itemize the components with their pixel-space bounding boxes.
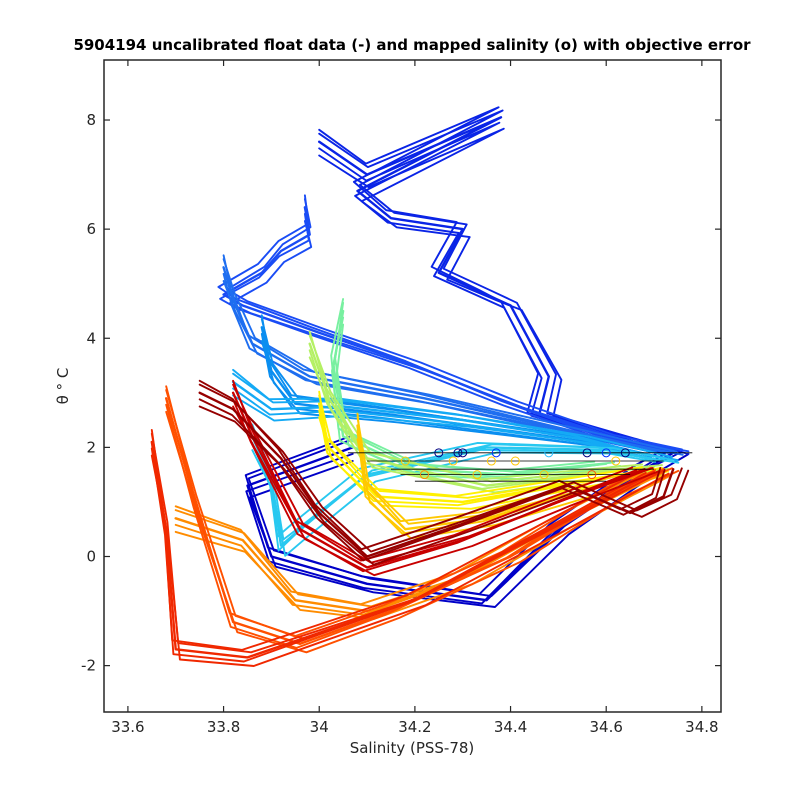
- mapped-salinity-point-15: [539, 470, 549, 480]
- profile-line-5-3: [232, 394, 679, 462]
- y-tick-label-2: 2: [86, 438, 96, 456]
- x-tick-label-5: 34.6: [590, 718, 623, 736]
- x-tick-label-1: 33.8: [207, 718, 240, 736]
- profile-line-15-3: [198, 405, 690, 566]
- profile-line-1-3: [318, 127, 690, 455]
- profile-line-5-2: [232, 387, 657, 461]
- mapped-salinity-point-0: [434, 448, 444, 458]
- profile-line-6-2: [251, 442, 657, 552]
- mapped-salinity-point-9: [448, 456, 458, 466]
- x-tick-label-4: 34.4: [494, 718, 527, 736]
- x-tick-label-0: 33.6: [111, 718, 144, 736]
- profile-line-2-1: [226, 198, 683, 451]
- mapped-salinity-point-5: [582, 448, 592, 458]
- mapped-salinity-point-16: [587, 470, 597, 480]
- y-axis-label: θ ° C: [54, 368, 72, 405]
- profile-line-9-1: [318, 394, 663, 499]
- profile-line-13: [150, 440, 656, 659]
- mapped-salinity-point-13: [419, 470, 429, 480]
- series-layer: [150, 106, 690, 667]
- profile-line-15-2: [198, 398, 666, 562]
- error-bar-layer: [347, 452, 693, 482]
- profile-line-8: [308, 342, 656, 487]
- profile-line-1-4: [318, 106, 661, 453]
- mapped-salinity-layer: [400, 448, 630, 480]
- mapped-salinity-point-6: [601, 448, 611, 458]
- profile-line-15: [198, 391, 675, 558]
- profile-line-3-3: [222, 280, 684, 456]
- profile-line-2-3: [228, 220, 690, 453]
- profile-line-13-3: [150, 454, 670, 667]
- mapped-salinity-point-2: [458, 448, 468, 458]
- profile-line-1: [318, 116, 675, 454]
- profile-line-5: [231, 380, 665, 460]
- plot-frame: [103, 59, 722, 713]
- x-tick-label-6: 34.8: [685, 718, 718, 736]
- y-tick-label-5: 8: [86, 111, 96, 129]
- profile-line-8-4: [308, 330, 644, 481]
- profile-line-15-4: [198, 379, 662, 551]
- mapped-salinity-point-8: [400, 456, 410, 466]
- mapped-salinity-point-1: [453, 448, 463, 458]
- profile-line-5-4: [232, 368, 653, 458]
- mapped-salinity-point-14: [472, 470, 482, 480]
- profile-line-1-1: [318, 109, 683, 454]
- y-tick-label-4: 6: [86, 220, 96, 238]
- y-tick-label-3: 4: [86, 329, 96, 347]
- profile-line-13-4: [150, 428, 643, 651]
- x-tick-label-3: 34.2: [398, 718, 431, 736]
- mapped-salinity-point-3: [491, 448, 501, 458]
- profile-line-14-3: [232, 405, 660, 577]
- profile-line-6-3: [251, 449, 680, 557]
- profile-line-1-2: [318, 121, 666, 455]
- mapped-salinity-point-4: [544, 448, 554, 458]
- mapped-salinity-point-12: [611, 456, 621, 466]
- mapped-salinity-point-10: [486, 456, 496, 466]
- profile-line-10-4: [356, 412, 644, 523]
- profile-line-3-4: [222, 254, 658, 453]
- profile-line-9-4: [318, 390, 644, 497]
- y-tick-label-0: -2: [81, 657, 96, 675]
- mapped-salinity-point-7: [620, 448, 630, 458]
- x-axis-label: Salinity (PSS-78): [350, 739, 475, 757]
- chart-title: 5904194 uncalibrated float data (-) and …: [73, 36, 751, 54]
- mapped-salinity-point-11: [510, 456, 520, 466]
- x-tick-label-2: 34: [310, 718, 329, 736]
- y-tick-label-1: 0: [86, 548, 96, 566]
- tick-layer: 33.6 33.8 34 34.2 34.4 34.6 34.8 -2 0 2 4 6 8: [81, 60, 721, 736]
